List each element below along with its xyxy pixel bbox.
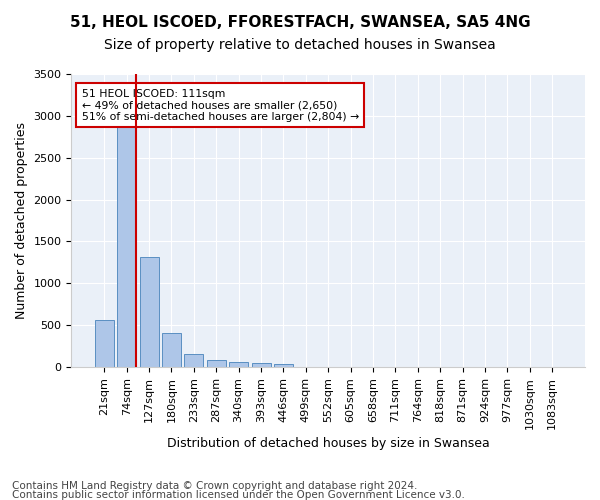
- Bar: [207, 360, 226, 367]
- Y-axis label: Number of detached properties: Number of detached properties: [15, 122, 28, 319]
- Text: Contains HM Land Registry data © Crown copyright and database right 2024.: Contains HM Land Registry data © Crown c…: [12, 481, 418, 491]
- Bar: [140, 258, 158, 367]
- Bar: [229, 362, 248, 367]
- Text: 51 HEOL ISCOED: 111sqm
← 49% of detached houses are smaller (2,650)
51% of semi-: 51 HEOL ISCOED: 111sqm ← 49% of detached…: [82, 88, 359, 122]
- X-axis label: Distribution of detached houses by size in Swansea: Distribution of detached houses by size …: [167, 437, 490, 450]
- Bar: [95, 320, 114, 367]
- Bar: [251, 364, 271, 367]
- Bar: [162, 332, 181, 367]
- Text: Contains public sector information licensed under the Open Government Licence v3: Contains public sector information licen…: [12, 490, 465, 500]
- Text: Size of property relative to detached houses in Swansea: Size of property relative to detached ho…: [104, 38, 496, 52]
- Bar: [117, 124, 136, 367]
- Bar: [274, 364, 293, 367]
- Bar: [184, 354, 203, 367]
- Text: 51, HEOL ISCOED, FFORESTFACH, SWANSEA, SA5 4NG: 51, HEOL ISCOED, FFORESTFACH, SWANSEA, S…: [70, 15, 530, 30]
